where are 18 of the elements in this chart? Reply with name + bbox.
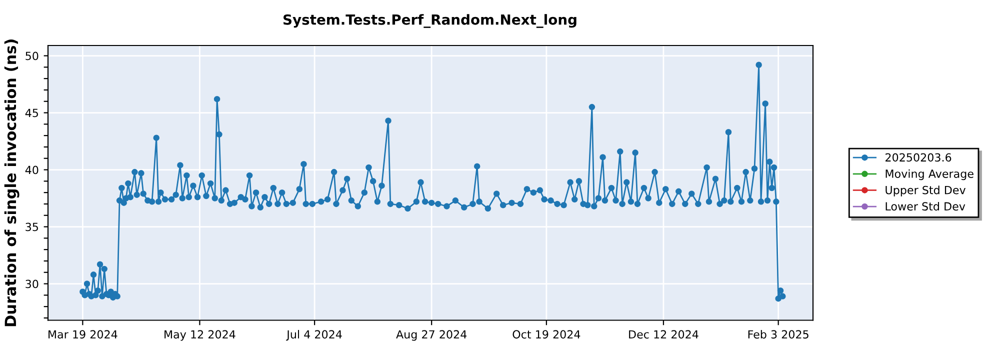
legend-label: 20250203.6	[886, 153, 952, 162]
y-tick-label: 45	[25, 108, 38, 118]
x-tick-label: May 12 2024	[164, 330, 236, 341]
legend-label: Lower Std Dev	[886, 202, 966, 211]
y-tick-label: 40	[25, 166, 38, 174]
y-tick-label: 35	[26, 222, 38, 232]
y-axis-title: Duration of single invocation (ns)	[4, 40, 20, 326]
y-tick-label: 30	[26, 280, 38, 288]
x-tick-label: Jul 4 2024	[286, 330, 342, 341]
y-tick-label: 50	[26, 52, 38, 60]
chart-title: System.Tests.Perf_Random.Next_long	[284, 14, 576, 28]
x-tick-label: Oct 19 2024	[512, 330, 580, 339]
x-tick-label: Feb 3 2025	[748, 330, 808, 339]
legend-label: Moving Average	[886, 169, 974, 180]
x-tick-label: Mar 19 2024	[48, 330, 118, 339]
x-tick-label: Dec 12 2024	[629, 330, 698, 339]
x-tick-label: Aug 27 2024	[396, 330, 467, 341]
legend-label: Upper Std Dev	[886, 186, 966, 196]
